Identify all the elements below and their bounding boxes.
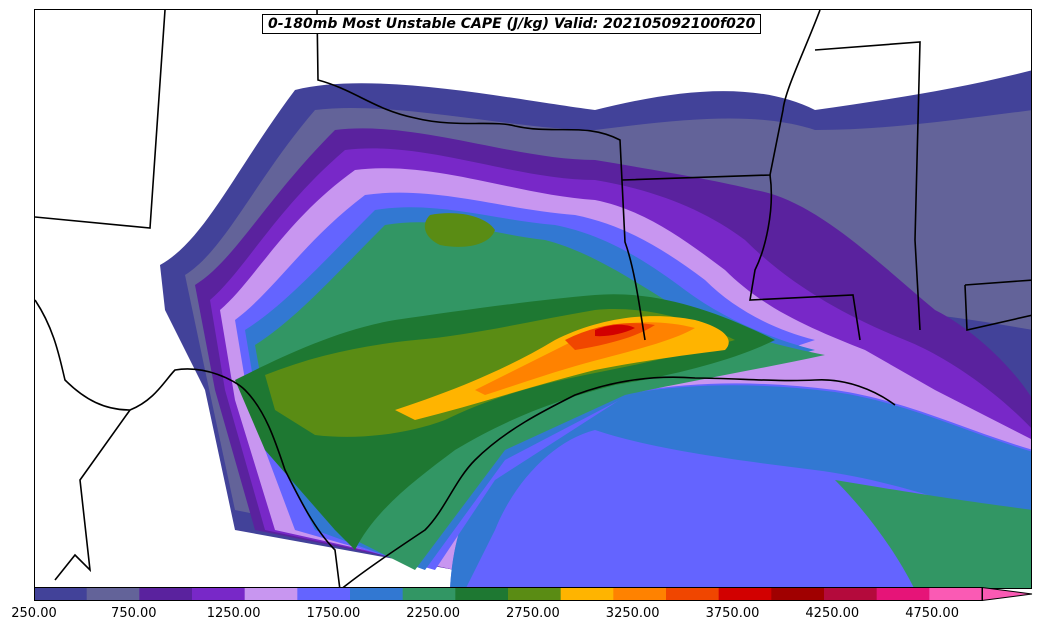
- coastline: [964, 279, 1031, 331]
- colorbar-tick-label: 4250.00: [805, 606, 860, 621]
- colorbar-segment: [613, 587, 667, 601]
- colorbar-segment: [350, 587, 404, 601]
- colorbar-tick-label: 1750.00: [306, 606, 361, 621]
- map-panel: [34, 9, 1032, 589]
- boundary-line: [316, 10, 646, 341]
- boundary-line: [54, 409, 131, 581]
- colorbar-segment: [455, 587, 509, 601]
- colorbar-tick-label: 1250.00: [206, 606, 261, 621]
- boundary-line: [814, 41, 921, 331]
- cape-hotspot-north: [424, 213, 495, 247]
- coastline: [341, 376, 896, 588]
- boundary-line: [35, 10, 166, 229]
- colorbar-segment: [824, 587, 878, 601]
- colorbar-segment: [244, 587, 298, 601]
- ocean-band-2000: [835, 480, 1031, 588]
- colorbar-segment: [666, 587, 720, 601]
- geographic-boundaries: [35, 10, 1031, 588]
- colorbar-segment: [402, 587, 456, 601]
- colorbar-segment: [929, 587, 983, 601]
- colorbar-outline: [34, 587, 983, 601]
- colorbar-tick-label: 250.00: [11, 606, 57, 621]
- colorbar-segment: [86, 587, 140, 601]
- cape-band-3250: [565, 323, 655, 350]
- colorbar-segment: [508, 587, 562, 601]
- colorbar-segment: [34, 587, 88, 601]
- boundary-line: [35, 299, 341, 588]
- colorbar-tick-label: 750.00: [111, 606, 157, 621]
- colorbar-segment: [297, 587, 351, 601]
- cape-inner: [235, 192, 825, 570]
- colorbar-extend-arrow: [981, 587, 1033, 601]
- colorbar-tick-label: 2750.00: [506, 606, 560, 621]
- boundary-line: [621, 10, 821, 181]
- colorbar-segment: [876, 587, 930, 601]
- colorbar: [34, 587, 1033, 601]
- cape-map: [35, 10, 1031, 588]
- colorbar-tick-label: 4750.00: [905, 606, 959, 621]
- boundary-line: [749, 174, 861, 341]
- ocean-band-1750: [450, 385, 1031, 588]
- colorbar-segment: [718, 587, 772, 601]
- colorbar-segments: [34, 587, 983, 601]
- cape-band-3500: [595, 324, 635, 337]
- colorbar-segment: [771, 587, 825, 601]
- colorbar-segment: [560, 587, 614, 601]
- cape-band-3000: [475, 322, 695, 395]
- map-title: 0-180mb Most Unstable CAPE (J/kg) Valid:…: [262, 14, 762, 34]
- colorbar-tick-label: 3750.00: [705, 606, 760, 621]
- colorbar-segment: [192, 587, 246, 601]
- colorbar-tick-label: 3250.00: [605, 606, 660, 621]
- colorbar-tick-label: 2250.00: [406, 606, 461, 621]
- colorbar-segment: [139, 587, 193, 601]
